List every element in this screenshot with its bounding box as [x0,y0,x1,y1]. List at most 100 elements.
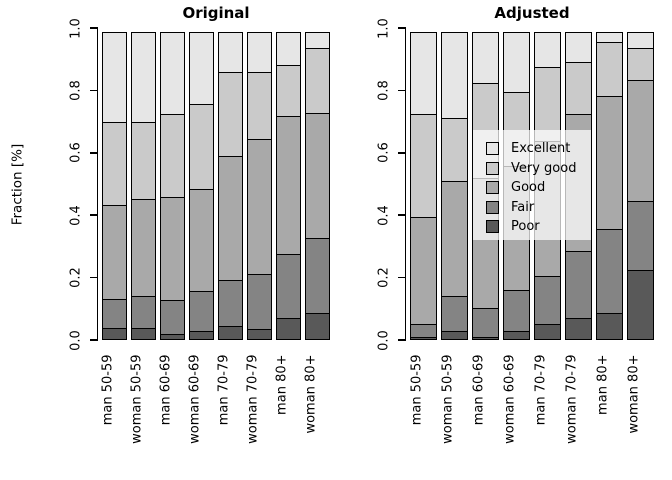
bar-man-50-59 [410,28,437,340]
segment-poor [276,318,301,340]
segment-very-good [410,113,437,219]
x-axis-label-woman-50-59: woman 50-59 [129,354,145,444]
segment-poor [410,336,437,340]
segment-very-good [565,62,592,116]
bar-woman-60-69 [189,28,214,340]
legend-label: Fair [511,199,535,215]
x-axis-label-woman-50-59: woman 50-59 [440,354,456,444]
bar-woman-50-59 [131,28,156,340]
x-axis-label-man-80: man 80+ [595,354,611,415]
segment-excellent [247,32,272,73]
segment-poor [565,318,592,340]
legend-label: Excellent [511,141,571,157]
x-axis-label-man-70-79: man 70-79 [216,354,232,425]
bar-woman-70-79 [247,28,272,340]
legend-label: Very good [511,160,577,176]
y-axis-tick [397,214,405,216]
segment-very-good [596,41,623,97]
segment-poor [247,329,272,340]
segment-excellent [305,32,330,50]
y-axis-tick-label: 0.2 [68,267,84,288]
segment-excellent [534,32,561,68]
legend-item-fair: Fair [473,198,591,218]
y-axis-tick-label: 0.0 [376,329,392,351]
y-axis-tick [397,152,405,154]
x-axis-label-woman-80: woman 80+ [626,354,642,434]
bar-woman-50-59 [441,28,468,340]
x-axis-label-man-50-59: man 50-59 [100,354,116,425]
segment-good [247,139,272,275]
segment-poor [131,327,156,340]
y-axis-tick-label: 1.0 [68,17,84,39]
bar-woman-80 [627,28,654,340]
y-axis-tick-label: 0.6 [376,142,392,164]
segment-excellent [189,32,214,106]
y-axis-tick-label: 0.0 [68,329,84,351]
segment-good [189,189,214,293]
segment-fair [596,228,623,315]
segment-good [627,79,654,202]
legend-item-poor: Poor [473,217,591,237]
segment-fair [503,289,530,332]
bar-man-60-69 [160,28,185,340]
segment-poor [102,327,127,340]
segment-good [102,204,127,300]
segment-fair [472,308,499,338]
segment-excellent [131,32,156,123]
legend-swatch-good-icon [486,181,499,195]
segment-excellent [218,32,243,73]
x-axis-label-man-50-59: man 50-59 [409,354,425,425]
segment-fair [276,253,301,320]
segment-fair [627,200,654,271]
legend-item-good: Good [473,178,591,198]
segment-fair [534,275,561,326]
legend-swatch-excellent-icon [486,142,499,156]
segment-fair [441,295,468,332]
y-axis-tick-label: 0.6 [68,142,84,164]
x-axis-label-man-60-69: man 60-69 [471,354,487,425]
segment-excellent [503,32,530,93]
legend-item-excellent: Excellent [473,139,591,159]
segment-fair [160,300,185,335]
panel-title-adjusted: Adjusted [494,4,570,22]
x-axis-label-man-60-69: man 60-69 [158,354,174,425]
segment-poor [596,313,623,340]
segment-good [305,112,330,240]
x-axis-label-woman-60-69: woman 60-69 [502,354,518,444]
y-axis-tick [89,214,97,216]
panel-title-original: Original [182,4,250,22]
x-axis-label-woman-70-79: woman 70-79 [245,354,261,444]
y-axis-line [96,27,98,341]
segment-very-good [189,104,214,191]
segment-very-good [247,71,272,141]
segment-fair [189,291,214,332]
segment-very-good [627,48,654,81]
segment-poor [160,333,185,340]
segment-poor [441,330,468,340]
bar-man-50-59 [102,28,127,340]
legend-swatch-very-good-icon [486,161,499,175]
segment-very-good [160,113,185,198]
segment-poor [305,313,330,340]
legend-label: Poor [511,219,540,235]
segment-good [596,95,623,230]
segment-excellent [276,32,301,67]
segment-very-good [305,48,330,114]
y-axis-tick-label: 1.0 [376,17,392,39]
segment-excellent [472,32,499,84]
segment-fair [247,273,272,331]
segment-good [276,115,301,255]
legend-box: Excellent Very good Good Fair Poor [473,130,591,240]
segment-excellent [565,32,592,64]
x-axis-label-man-70-79: man 70-79 [533,354,549,425]
segment-good [410,217,437,325]
y-axis-line [404,27,406,341]
y-axis-tick [89,152,97,154]
segment-fair [102,298,127,329]
y-axis-tick-label: 0.4 [376,204,392,226]
y-axis-tick [397,276,405,279]
segment-good [218,156,243,282]
y-axis-tick [397,89,405,92]
segment-very-good [276,65,301,117]
